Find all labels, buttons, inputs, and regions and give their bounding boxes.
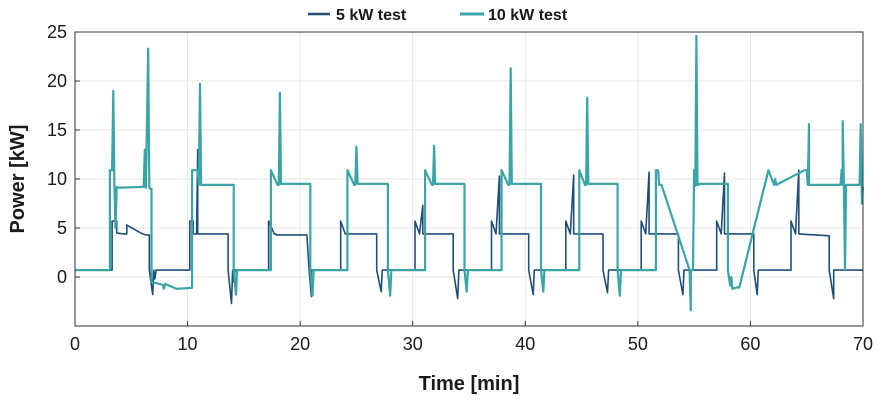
x-tick-label: 70 bbox=[853, 334, 873, 354]
x-tick-label: 10 bbox=[178, 334, 198, 354]
y-tick-label: 25 bbox=[47, 22, 67, 42]
x-axis-title: Time [min] bbox=[419, 373, 520, 395]
y-tick-label: 20 bbox=[47, 71, 67, 91]
series-line-10kw bbox=[75, 34, 865, 312]
x-tick-label: 40 bbox=[515, 334, 535, 354]
y-axis-title: Power [kW] bbox=[7, 125, 29, 234]
x-tick-label: 0 bbox=[70, 334, 80, 354]
x-tick-label: 30 bbox=[403, 334, 423, 354]
x-tick-label: 20 bbox=[290, 334, 310, 354]
y-tick-label: 10 bbox=[47, 169, 67, 189]
legend-label-5kw: 5 kW test bbox=[336, 7, 407, 24]
x-tick-label: 60 bbox=[740, 334, 760, 354]
legend-label-10kw: 10 kW test bbox=[488, 7, 568, 24]
series-layer bbox=[75, 34, 865, 312]
y-tick-label: 0 bbox=[57, 267, 67, 287]
legend: 5 kW test 10 kW test bbox=[308, 7, 568, 24]
y-tick-label: 15 bbox=[47, 120, 67, 140]
y-tick-label: 5 bbox=[57, 218, 67, 238]
x-tick-label: 50 bbox=[628, 334, 648, 354]
tick-layer: 0 10 20 30 40 50 60 70 0 5 10 15 20 25 bbox=[47, 22, 873, 354]
